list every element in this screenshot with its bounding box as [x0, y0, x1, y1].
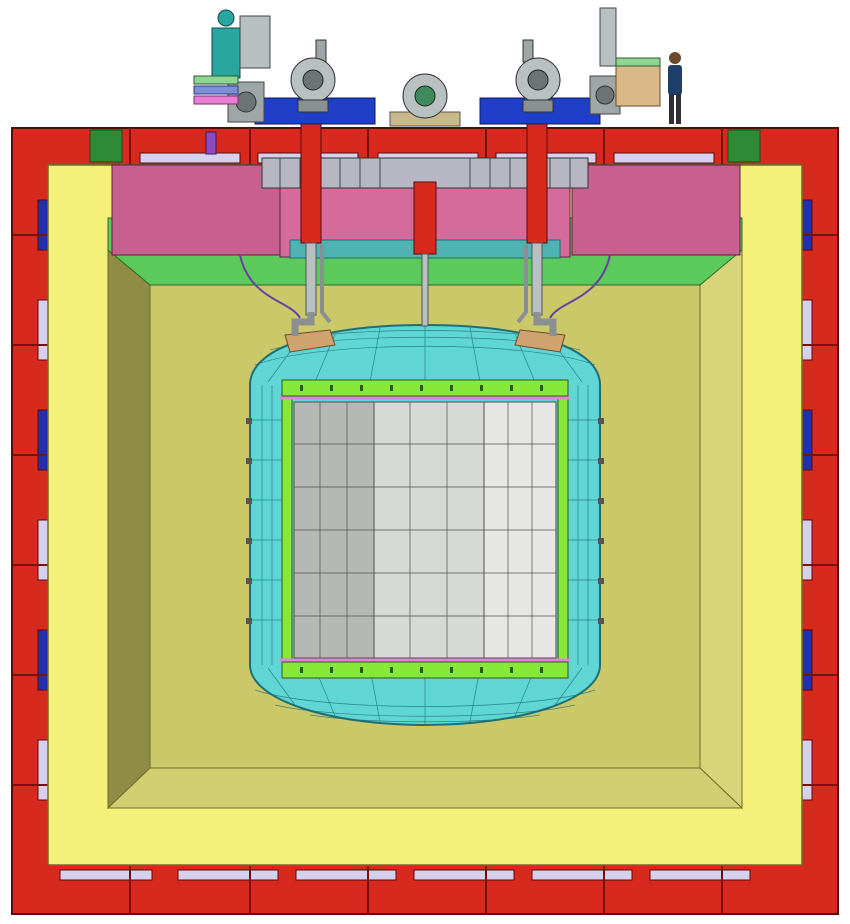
lid-block-right: [571, 164, 741, 256]
chimney-left-red-column: [300, 107, 322, 244]
cable-left: [239, 254, 301, 319]
cavity-left-wall: [107, 246, 151, 810]
chimney-left-elbow: [291, 312, 315, 336]
deck-purple-post: [205, 131, 217, 155]
frame-corner-block-right: [727, 129, 761, 163]
cryostat-lid-block: [111, 157, 741, 259]
lid-block-left: [111, 164, 281, 256]
chimney-head-right: [515, 39, 561, 113]
tpc-right-frame: [557, 395, 569, 663]
tpc-left-frame: [281, 395, 293, 663]
chimney-right-secondary-pipe: [516, 245, 528, 324]
tpc-panel-grid: [294, 402, 556, 658]
frame-corner-block-left: [89, 129, 123, 163]
cavity-right-wall: [699, 246, 743, 810]
cable-right: [549, 254, 611, 319]
chimney-center-red-column: [413, 181, 437, 255]
feedthrough-chimney-right: [516, 107, 557, 336]
tpc-bottom-frame: [281, 661, 569, 679]
chimney-head-left: [290, 39, 336, 113]
pump-stack-right: [589, 7, 661, 115]
chimney-left-pipe: [305, 242, 317, 316]
chimney-head-center: [402, 73, 448, 119]
person-head-icon: [669, 52, 681, 64]
frame-right-stiffeners: [801, 199, 813, 801]
frame-ribs: [12, 128, 838, 914]
feedthrough-chimney-left: [291, 107, 332, 336]
tpc-top-frame: [281, 379, 569, 397]
chimney-center-pipe: [421, 253, 429, 327]
tpc-field-cage: [280, 379, 570, 679]
feedthrough-chimney-center: [413, 181, 437, 327]
frame-bottom-slots: [59, 869, 751, 881]
pump-stack-left: [193, 9, 271, 123]
chimney-right-elbow: [533, 312, 557, 336]
cavity-floor: [106, 767, 744, 809]
human-figure-scale: [668, 52, 682, 124]
chimney-right-pipe: [531, 242, 543, 316]
vessel-studs: [246, 418, 604, 624]
valve-wheel-icon: [217, 9, 235, 27]
chimney-right-red-column: [526, 107, 548, 244]
top-deck-equipment: [193, 7, 661, 155]
signal-cables: [239, 254, 611, 319]
tpc-frame-bolts: [300, 385, 543, 673]
chimney-left-secondary-pipe: [320, 245, 332, 324]
